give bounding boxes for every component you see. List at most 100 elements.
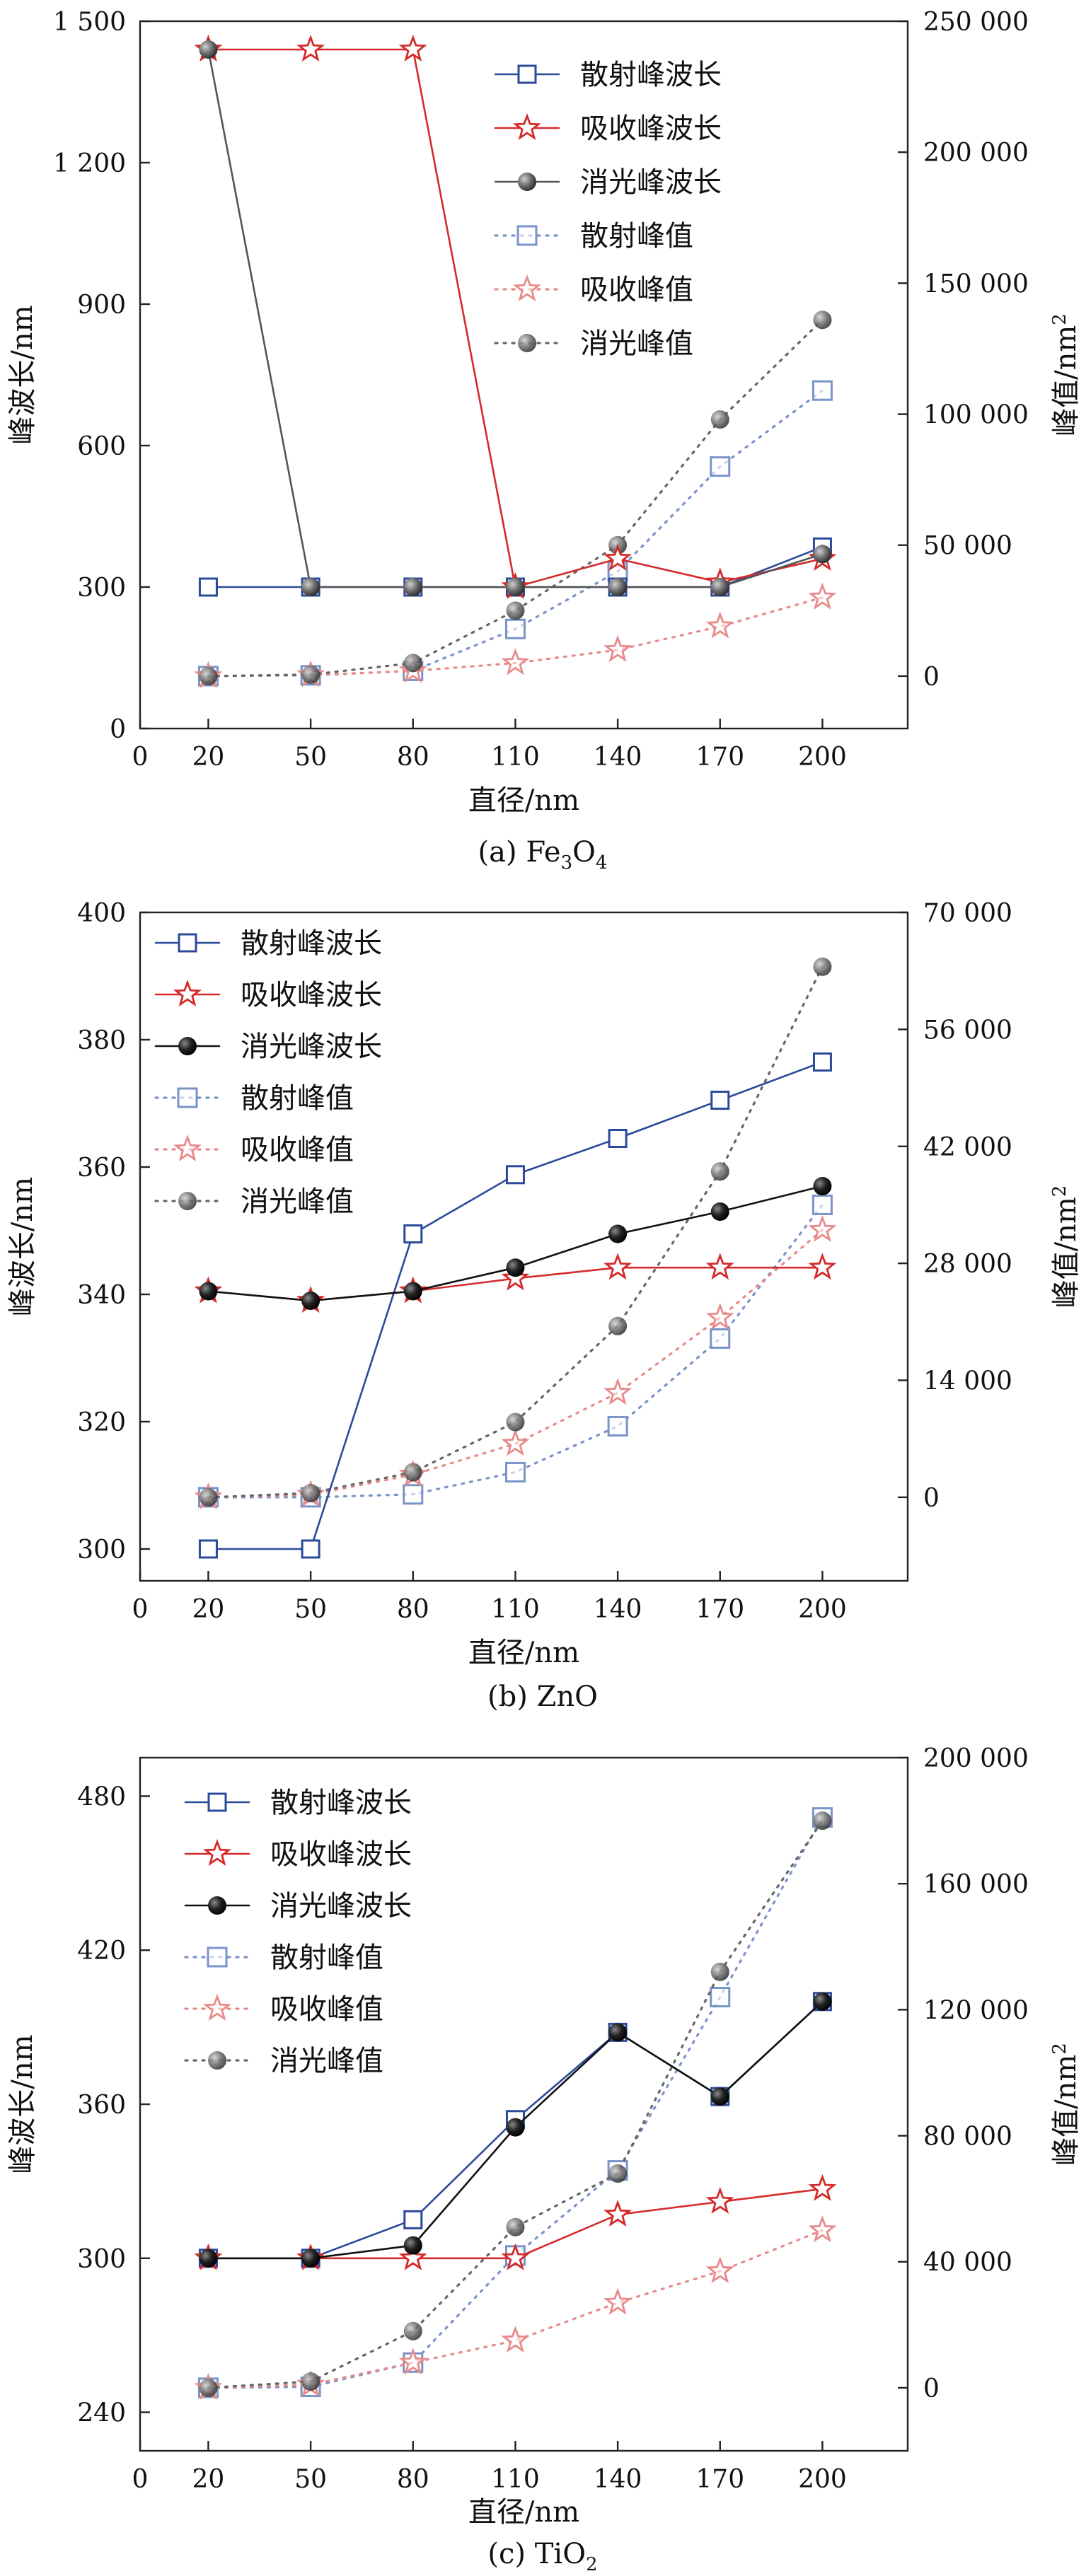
data-point-b: [301, 1292, 320, 1310]
legend-marker-b: [178, 1192, 197, 1210]
legend-marker-a: [517, 64, 537, 84]
data-point-b: [403, 1282, 422, 1301]
x-tick-label-c: 200: [798, 2465, 847, 2494]
y-tick-label-c: 480: [77, 1782, 126, 1811]
legend-marker-a: [516, 225, 538, 246]
x-tick-label-a: 110: [491, 743, 540, 772]
data-point-a: [301, 578, 320, 596]
data-point-b: [501, 1429, 530, 1456]
series-line-a: [207, 48, 824, 588]
data-point-b: [710, 1091, 730, 1110]
legend-label-c: 散射峰值: [270, 1942, 383, 1974]
data-point-b: [506, 1412, 525, 1432]
y-axis-label-b: 峰波长/nm: [6, 1177, 39, 1316]
y2-tick-label-c: 40 000: [923, 2249, 1012, 2278]
legend-label-c: 散射峰波长: [270, 1787, 412, 1819]
data-point-b: [608, 1129, 628, 1148]
y-tick-label-a: 1 500: [53, 8, 126, 37]
legend-marker-a: [518, 334, 536, 352]
data-point-c: [705, 2186, 734, 2214]
y-axis-label-c: 峰波长/nm: [6, 2034, 39, 2174]
data-point-c: [403, 2236, 422, 2255]
data-point-c: [808, 2174, 837, 2201]
x-tick-label-b: 170: [695, 1595, 744, 1624]
data-point-c: [710, 1962, 729, 1981]
plot-frame-c: [139, 1756, 909, 2452]
data-point-c: [608, 2023, 628, 2042]
data-point-a: [398, 35, 427, 62]
data-point-c: [199, 2249, 218, 2268]
x-tick-label-c: 110: [491, 2465, 540, 2494]
x-tick-label-b: 80: [397, 1595, 429, 1624]
y-tick-label-c: 240: [77, 2399, 126, 2428]
chart-panel-b: (b) ZnO 0 20 50 80 110 140 170 200 300 320 340 360 3…: [6, 899, 1082, 1713]
y-tick-label-c: 360: [77, 2091, 126, 2120]
data-point-b: [608, 1316, 628, 1335]
data-point-c: [301, 2249, 320, 2268]
y2-tick-label-c: 200 000: [923, 1744, 1029, 1773]
data-point-b: [705, 1253, 734, 1280]
data-point-c: [710, 2087, 729, 2106]
data-point-c: [301, 2372, 320, 2391]
legend-label-a: 吸收峰波长: [580, 112, 722, 145]
y-tick-label-b: 320: [77, 1408, 126, 1437]
data-point-a: [813, 545, 832, 564]
data-point-a: [199, 40, 218, 59]
legend-marker-c: [208, 2051, 226, 2070]
data-point-a: [608, 578, 628, 596]
caption-c: (c) TiO2: [487, 2538, 597, 2575]
y-tick-label-a: 300: [77, 574, 126, 603]
y-tick-label-b: 380: [77, 1026, 126, 1055]
legend-marker-c: [202, 1994, 232, 2021]
data-point-c: [705, 2256, 734, 2284]
chart-panel-a: (a) Fe3O4 0 20 50 80 110 140 170 200 0 300 600 900 1…: [6, 8, 1082, 874]
legend-label-b: 吸收峰波长: [241, 979, 382, 1011]
data-point-a: [710, 456, 731, 477]
y2-tick-label-c: 120 000: [923, 1996, 1029, 2025]
y2-tick-label-c: 0: [923, 2374, 940, 2403]
data-point-b: [403, 1484, 424, 1505]
data-point-b: [808, 1253, 837, 1280]
data-point-c: [199, 2378, 218, 2397]
data-point-a: [603, 634, 632, 662]
y2-tick-label-b: 42 000: [923, 1133, 1012, 1162]
x-tick-label-c: 20: [192, 2465, 225, 2494]
data-point-c: [398, 2243, 427, 2270]
data-point-c: [506, 2217, 525, 2236]
data-point-b: [403, 1463, 422, 1482]
data-point-b: [608, 1224, 628, 1243]
legend-label-a: 散射峰波长: [580, 59, 722, 91]
data-point-b: [607, 1415, 628, 1437]
y-tick-label-b: 300: [77, 1536, 126, 1565]
x-tick-label-a: 50: [294, 743, 327, 772]
data-point-c: [501, 2243, 530, 2270]
data-point-a: [710, 578, 729, 596]
data-point-a: [301, 665, 320, 684]
x-tick-label-b: 200: [798, 1595, 847, 1624]
data-point-a: [501, 648, 530, 675]
series-line-a: [207, 48, 824, 588]
y2-tick-label-c: 160 000: [923, 1870, 1029, 1899]
x-tick-label-c: 140: [594, 2465, 642, 2494]
data-point-b: [813, 957, 832, 976]
legend-marker-b: [177, 1087, 198, 1108]
data-point-c: [403, 2321, 422, 2340]
y2-tick-label-a: 200 000: [923, 139, 1029, 168]
data-point-a: [710, 410, 729, 429]
data-point-b: [501, 1263, 530, 1291]
data-point-c: [608, 2164, 628, 2183]
y-tick-label-c: 300: [77, 2245, 126, 2274]
data-point-c: [603, 2287, 632, 2315]
data-point-c: [813, 1811, 832, 1831]
legend-marker-a: [512, 113, 542, 141]
y-tick-label-a: 0: [110, 715, 126, 744]
y2-tick-label-a: 250 000: [923, 8, 1029, 37]
legend-label-b: 散射峰波长: [241, 927, 382, 960]
x-tick-label-b: 50: [294, 1595, 327, 1624]
caption-b: (b) ZnO: [487, 1681, 598, 1713]
legend-label-c: 消光峰值: [270, 2045, 383, 2077]
x-tick-label-c: 80: [397, 2465, 429, 2494]
y-tick-label-a: 1 200: [53, 149, 126, 178]
y2-tick-label-b: 14 000: [923, 1367, 1012, 1396]
legend-label-b: 吸收峰值: [241, 1134, 354, 1166]
